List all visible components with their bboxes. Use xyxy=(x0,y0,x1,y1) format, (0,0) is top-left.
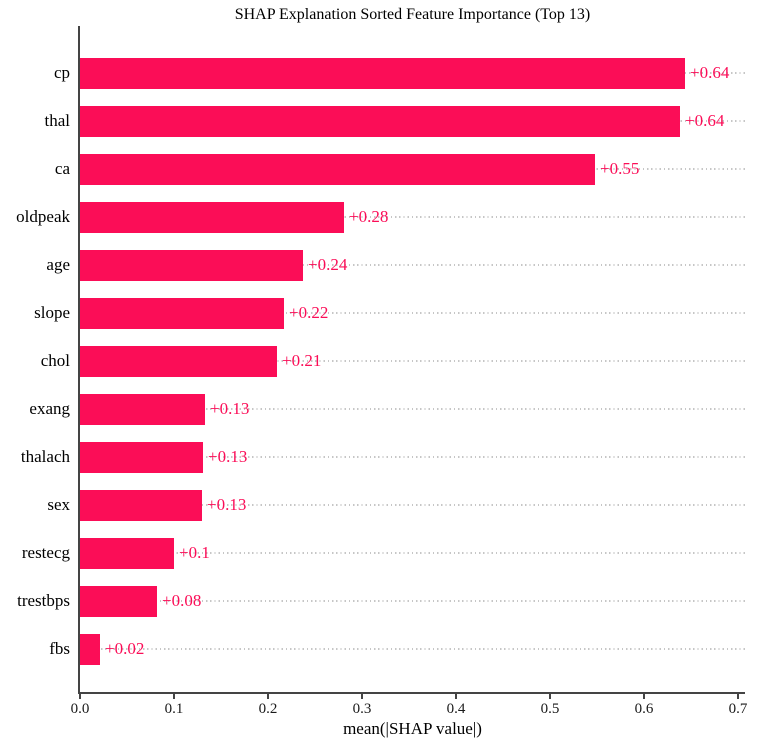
bar-row: slope +0.22 xyxy=(0,289,745,337)
x-tick-label: 0.4 xyxy=(446,701,466,717)
row-gridline xyxy=(80,408,745,410)
feature-label: trestbps xyxy=(17,591,70,610)
x-tick-mark xyxy=(173,694,175,699)
bar-row: ca +0.55 xyxy=(0,145,745,193)
importance-bar xyxy=(80,441,203,473)
importance-bar xyxy=(80,153,595,185)
row-gridline xyxy=(80,648,745,650)
x-tick-mark xyxy=(361,694,363,699)
feature-label: cp xyxy=(53,63,70,82)
x-tick-label: 0.0 xyxy=(70,701,90,717)
feature-label: sex xyxy=(47,495,70,514)
value-label: +0.64 xyxy=(690,63,730,82)
importance-bar xyxy=(80,105,680,137)
y-axis-spine xyxy=(78,26,80,694)
bar-row: thalach +0.13 xyxy=(0,433,745,481)
chart-title: SHAP Explanation Sorted Feature Importan… xyxy=(234,6,591,23)
bar-track: +0.02 xyxy=(78,625,745,673)
row-gridline xyxy=(80,216,745,218)
x-tick-label: 0.2 xyxy=(258,701,278,717)
bar-row: oldpeak +0.28 xyxy=(0,193,745,241)
bar-track: +0.1 xyxy=(78,529,745,577)
importance-bar xyxy=(80,537,174,569)
bar-row: restecg +0.1 xyxy=(0,529,745,577)
value-label: +0.13 xyxy=(210,399,250,418)
importance-bar xyxy=(80,585,157,617)
x-axis-label: mean(|SHAP value|) xyxy=(343,719,482,738)
bar-row: sex +0.13 xyxy=(0,481,745,529)
value-label: +0.28 xyxy=(349,207,389,226)
x-tick-label: 0.7 xyxy=(728,701,748,717)
row-gridline xyxy=(80,600,745,602)
bar-track: +0.22 xyxy=(78,289,745,337)
bar-track: +0.55 xyxy=(78,145,745,193)
value-label: +0.13 xyxy=(207,495,247,514)
feature-label: thal xyxy=(44,111,71,130)
bar-row: exang +0.13 xyxy=(0,385,745,433)
importance-bar xyxy=(80,249,303,281)
bar-row: chol +0.21 xyxy=(0,337,745,385)
value-label: +0.13 xyxy=(208,447,248,466)
x-tick-mark xyxy=(455,694,457,699)
feature-label: ca xyxy=(54,159,70,178)
importance-bar xyxy=(80,393,205,425)
x-tick-label: 0.3 xyxy=(352,701,372,717)
row-gridline xyxy=(80,552,745,554)
row-gridline xyxy=(80,312,745,314)
importance-bar xyxy=(80,345,277,377)
importance-bar xyxy=(80,633,100,665)
bar-track: +0.24 xyxy=(78,241,745,289)
x-tick-mark xyxy=(737,694,739,699)
importance-bar xyxy=(80,489,202,521)
row-gridline xyxy=(80,456,745,458)
bar-track: +0.13 xyxy=(78,385,745,433)
x-tick-label: 0.6 xyxy=(634,701,654,717)
value-label: +0.21 xyxy=(282,351,322,370)
bar-track: +0.13 xyxy=(78,433,745,481)
bar-row: trestbps +0.08 xyxy=(0,577,745,625)
x-tick-mark xyxy=(549,694,551,699)
bar-track: +0.08 xyxy=(78,577,745,625)
bar-row: age +0.24 xyxy=(0,241,745,289)
row-gridline xyxy=(80,360,745,362)
bar-track: +0.28 xyxy=(78,193,745,241)
feature-label: exang xyxy=(29,399,70,418)
value-label: +0.1 xyxy=(179,543,210,562)
value-label: +0.64 xyxy=(685,111,725,130)
value-label: +0.22 xyxy=(289,303,329,322)
value-label: +0.55 xyxy=(600,159,640,178)
feature-label: slope xyxy=(34,303,70,322)
feature-label: age xyxy=(46,255,70,274)
row-gridline xyxy=(80,264,745,266)
bar-track: +0.64 xyxy=(78,97,745,145)
value-label: +0.24 xyxy=(308,255,348,274)
feature-label: chol xyxy=(40,351,70,370)
bar-track: +0.13 xyxy=(78,481,745,529)
x-axis-spine xyxy=(78,692,745,694)
feature-label: restecg xyxy=(21,543,70,562)
x-tick-label: 0.1 xyxy=(164,701,184,717)
bar-row: thal +0.64 xyxy=(0,97,745,145)
x-tick-mark xyxy=(643,694,645,699)
bar-track: +0.21 xyxy=(78,337,745,385)
importance-bar xyxy=(80,57,685,89)
row-gridline xyxy=(80,504,745,506)
x-tick-mark xyxy=(79,694,81,699)
bar-track: +0.64 xyxy=(78,49,745,97)
feature-label: fbs xyxy=(49,639,70,658)
bar-rows-container: cp +0.64 thal +0.64 ca +0.55 oldpeak +0.28 age +0… xyxy=(0,49,745,673)
x-tick-mark xyxy=(267,694,269,699)
value-label: +0.08 xyxy=(162,591,202,610)
bar-row: cp +0.64 xyxy=(0,49,745,97)
value-label: +0.02 xyxy=(105,639,145,658)
bar-row: fbs +0.02 xyxy=(0,625,745,673)
importance-bar xyxy=(80,201,344,233)
x-tick-label: 0.5 xyxy=(540,701,560,717)
importance-bar xyxy=(80,297,284,329)
feature-label: thalach xyxy=(20,447,70,466)
feature-label: oldpeak xyxy=(16,207,70,226)
